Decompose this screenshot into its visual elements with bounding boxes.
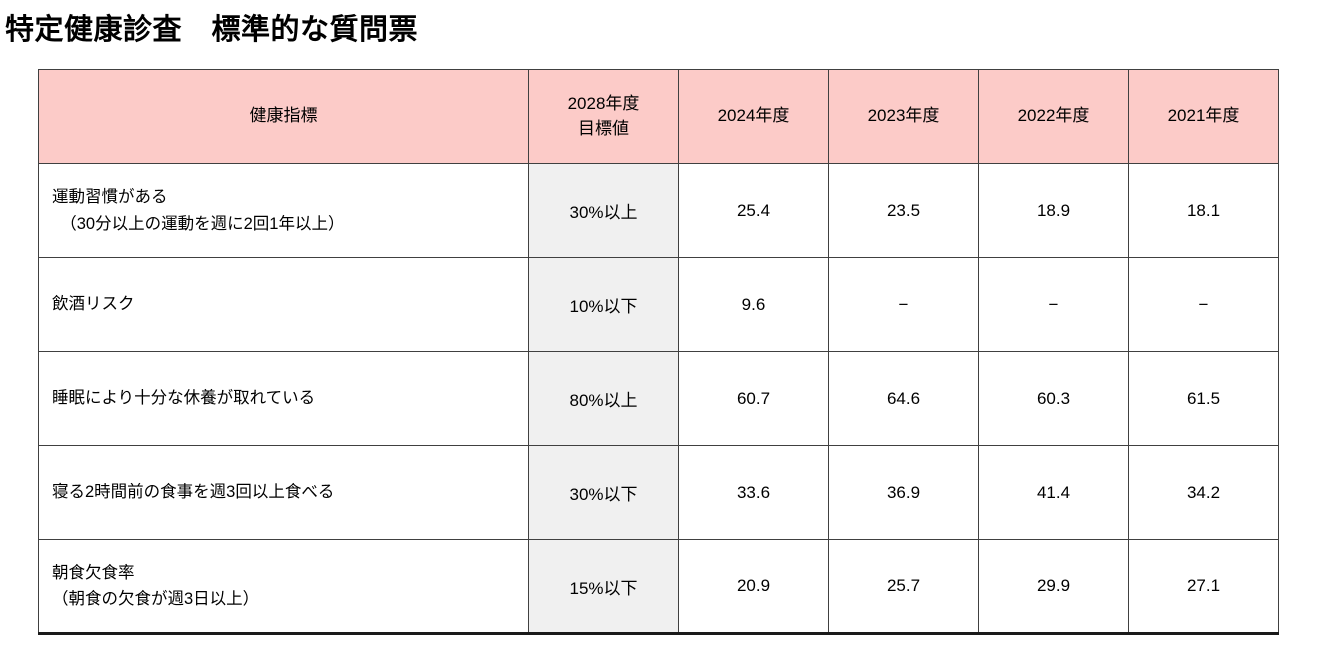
table-row-exercise-habit: 運動習慣がある （30分以上の運動を週に2回1年以上） 30%以上 25.4 2… xyxy=(38,163,1279,258)
target-value: 30%以上 xyxy=(528,163,679,258)
value-2023: − xyxy=(828,257,979,352)
value-2024: 25.4 xyxy=(678,163,829,258)
value-2023: 36.9 xyxy=(828,445,979,540)
value-2023: 64.6 xyxy=(828,351,979,446)
value-2024: 33.6 xyxy=(678,445,829,540)
indicator-label: 睡眠により十分な休養が取れている xyxy=(38,351,529,446)
table-row-sleep-rest: 睡眠により十分な休養が取れている 80%以上 60.7 64.6 60.3 61… xyxy=(38,351,1279,446)
indicator-label: 朝食欠食率 （朝食の欠食が週3日以上） xyxy=(38,539,529,634)
table-row-late-meal: 寝る2時間前の食事を週3回以上食べる 30%以下 33.6 36.9 41.4 … xyxy=(38,445,1279,540)
header-year-2024: 2024年度 xyxy=(678,69,829,164)
header-target-2028: 2028年度 目標値 xyxy=(528,69,679,164)
header-row: 健康指標 2028年度 目標値 2024年度 2023年度 2022年度 202… xyxy=(38,69,1279,164)
value-2021: − xyxy=(1128,257,1279,352)
value-2022: 60.3 xyxy=(978,351,1129,446)
value-2022: 18.9 xyxy=(978,163,1129,258)
value-2021: 27.1 xyxy=(1128,539,1279,634)
value-2021: 61.5 xyxy=(1128,351,1279,446)
target-value: 10%以下 xyxy=(528,257,679,352)
page-title: 特定健康診査 標準的な質問票 xyxy=(5,14,419,46)
indicator-label: 運動習慣がある （30分以上の運動を週に2回1年以上） xyxy=(38,163,529,258)
header-year-2023: 2023年度 xyxy=(828,69,979,164)
value-2022: 29.9 xyxy=(978,539,1129,634)
target-value: 15%以下 xyxy=(528,539,679,634)
target-value: 80%以上 xyxy=(528,351,679,446)
value-2021: 18.1 xyxy=(1128,163,1279,258)
value-2024: 60.7 xyxy=(678,351,829,446)
health-indicators-table: 健康指標 2028年度 目標値 2024年度 2023年度 2022年度 202… xyxy=(38,69,1279,635)
table-row-alcohol-risk: 飲酒リスク 10%以下 9.6 − − − xyxy=(38,257,1279,352)
value-2022: − xyxy=(978,257,1129,352)
value-2024: 20.9 xyxy=(678,539,829,634)
value-2021: 34.2 xyxy=(1128,445,1279,540)
target-value: 30%以下 xyxy=(528,445,679,540)
value-2024: 9.6 xyxy=(678,257,829,352)
value-2023: 23.5 xyxy=(828,163,979,258)
table-row-breakfast-skip: 朝食欠食率 （朝食の欠食が週3日以上） 15%以下 20.9 25.7 29.9… xyxy=(38,539,1279,634)
indicator-label: 寝る2時間前の食事を週3回以上食べる xyxy=(38,445,529,540)
header-indicator: 健康指標 xyxy=(38,69,529,164)
value-2022: 41.4 xyxy=(978,445,1129,540)
header-year-2021: 2021年度 xyxy=(1128,69,1279,164)
header-year-2022: 2022年度 xyxy=(978,69,1129,164)
value-2023: 25.7 xyxy=(828,539,979,634)
indicator-label: 飲酒リスク xyxy=(38,257,529,352)
